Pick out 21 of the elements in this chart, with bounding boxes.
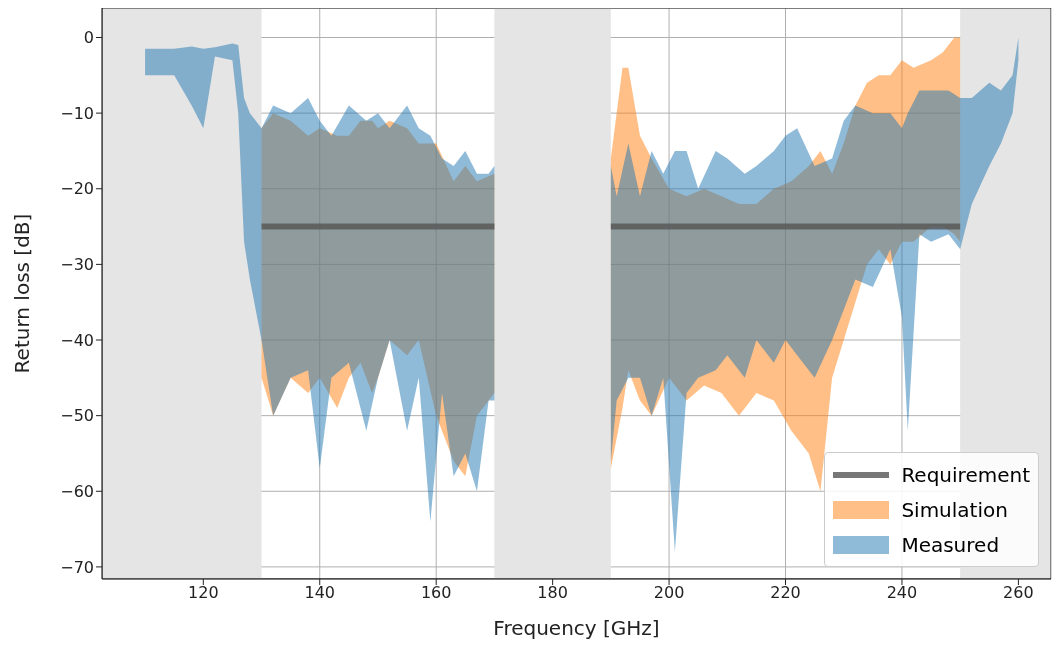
y-tick-label: −60: [60, 481, 94, 501]
x-axis-title: Frequency [GHz]: [493, 616, 660, 640]
x-tick-label: 160: [420, 583, 452, 603]
x-tick-label: 200: [653, 583, 685, 603]
x-tick-label: 220: [770, 583, 801, 603]
y-tick-label: −20: [60, 179, 94, 199]
y-tick-label: −50: [60, 406, 94, 426]
y-axis-title: Return loss [dB]: [10, 213, 35, 374]
x-tick-label: 180: [537, 583, 568, 603]
legend-label: Requirement: [901, 462, 1030, 487]
x-tick-label: 260: [1003, 583, 1034, 603]
x-tick-label: 120: [188, 583, 219, 603]
y-tick-label: 0: [83, 28, 94, 48]
legend-label: Measured: [901, 532, 1000, 557]
y-tick-label: −40: [60, 330, 94, 350]
y-tick-label: −10: [60, 103, 94, 123]
y-tick-label: −70: [60, 557, 94, 577]
legend-label: Simulation: [901, 497, 1008, 522]
y-tick-label: −30: [60, 255, 94, 275]
x-tick-label: 240: [886, 583, 918, 603]
x-tick-label: 140: [304, 583, 336, 603]
